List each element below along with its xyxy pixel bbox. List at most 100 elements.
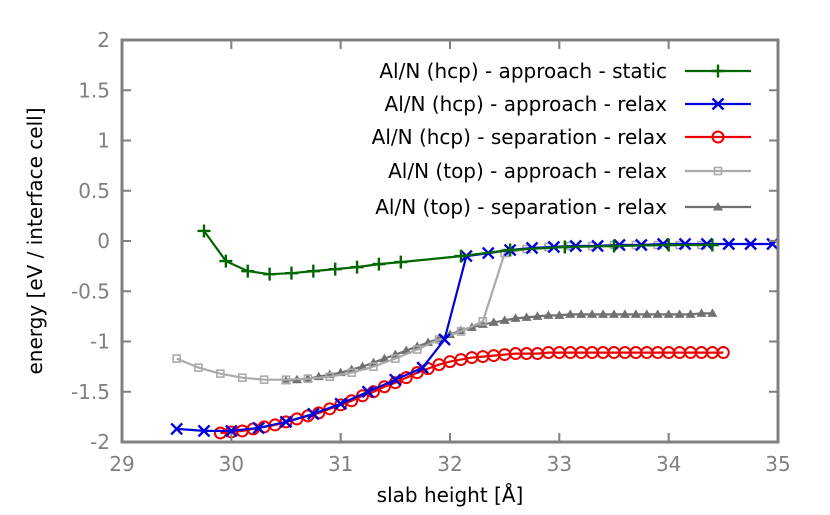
series-2: [213, 346, 730, 440]
data-point: [390, 349, 401, 359]
data-point: [707, 308, 718, 317]
data-point: [237, 373, 247, 382]
data-point: [477, 319, 488, 328]
data-point: [619, 309, 630, 318]
data-point: [328, 262, 342, 276]
series-4: [197, 224, 719, 281]
data-point: [361, 385, 375, 399]
x-tick-label: 33: [547, 452, 572, 476]
data-point: [662, 238, 676, 252]
data-point: [197, 224, 211, 238]
data-point: [565, 309, 576, 318]
data-point: [394, 255, 408, 269]
legend: Al/N (hcp) - approach - static Al/N (hcp)…: [372, 59, 751, 219]
legend-item: Al/N (hcp) - separation - relax: [372, 125, 751, 149]
data-point: [334, 397, 348, 411]
data-point: [306, 407, 320, 421]
y-tick-label: -2: [90, 430, 110, 454]
y-tick-label: 1: [97, 129, 110, 153]
y-tick-label: 0: [97, 229, 110, 253]
data-point: [241, 264, 255, 278]
x-tick-label: 29: [109, 452, 134, 476]
data-point: [252, 421, 266, 435]
data-point: [576, 309, 587, 318]
data-point: [705, 238, 719, 252]
data-point: [372, 257, 386, 271]
data-point: [554, 310, 565, 319]
x-tick-label: 30: [219, 452, 244, 476]
y-tick-label: 0.5: [78, 179, 110, 203]
legend-marker: [711, 64, 725, 78]
series-line: [176, 242, 773, 432]
data-point: [716, 346, 730, 360]
x-tick-label: 32: [437, 452, 462, 476]
legend-item: Al/N (hcp) - approach - relax: [385, 92, 751, 116]
series-3: [170, 237, 779, 438]
data-point: [216, 369, 225, 378]
data-point: [379, 353, 390, 363]
legend-label: Al/N (hcp) - approach - relax: [385, 92, 668, 116]
data-point: [416, 361, 430, 374]
data-point: [263, 267, 277, 281]
legend-label: Al/N (hcp) - separation - relax: [372, 125, 667, 149]
series-line: [220, 351, 724, 435]
data-point: [503, 243, 517, 257]
data-point: [598, 309, 609, 318]
x-tick-label: 34: [656, 452, 681, 476]
axis-ticks: 29 30 31 32 33 34 35 -2 -1.5 -1 -0.5 0 0.5 1 1.5 2: [71, 28, 791, 476]
legend-item: Al/N (top) - approach - relax: [388, 159, 751, 183]
data-point: [744, 237, 758, 251]
data-point: [284, 266, 298, 280]
data-point: [454, 249, 468, 263]
data-point: [641, 309, 652, 318]
data-point: [607, 239, 621, 253]
data-point: [412, 345, 422, 354]
legend-marker: [711, 97, 725, 111]
y-tick-label: -0.5: [71, 279, 110, 303]
series-line: [203, 230, 713, 276]
series-line: [285, 312, 713, 382]
y-tick-label: 1.5: [78, 78, 110, 102]
data-point: [170, 422, 184, 436]
data-point: [521, 312, 532, 321]
data-point: [194, 363, 203, 372]
x-axis-label: slab height [Å]: [377, 483, 524, 507]
x-tick-label: 31: [328, 452, 353, 476]
plot-marks: [170, 224, 779, 440]
data-point: [587, 309, 598, 318]
data-point: [325, 372, 335, 381]
data-point: [347, 368, 356, 377]
data-point: [306, 264, 320, 278]
data-point: [609, 309, 619, 318]
data-point: [388, 373, 402, 387]
data-point: [438, 333, 451, 346]
y-tick-label: -1: [90, 330, 110, 354]
legend-label: Al/N (hcp) - approach - static: [379, 59, 667, 83]
x-tick-label: 35: [765, 452, 790, 476]
data-point: [172, 354, 181, 363]
data-point: [434, 335, 444, 344]
data-point: [391, 354, 400, 363]
legend-item: Al/N (top) - separation - relax: [375, 195, 751, 219]
legend-marker: [713, 166, 723, 176]
data-point: [350, 260, 364, 274]
data-point: [663, 309, 674, 318]
data-point: [722, 237, 736, 251]
data-point: [685, 309, 696, 318]
data-point: [259, 375, 269, 384]
data-point: [510, 313, 521, 322]
data-point: [197, 424, 211, 438]
data-point: [478, 317, 488, 326]
y-axis-label: energy [eV / interface cell]: [23, 107, 47, 374]
data-point: [543, 310, 554, 319]
legend-marker: [713, 202, 723, 211]
data-point: [499, 315, 510, 324]
data-point: [303, 374, 313, 383]
y-tick-label: 2: [97, 28, 110, 52]
data-point: [369, 362, 378, 371]
legend-label: Al/N (top) - separation - relax: [375, 195, 667, 219]
data-point: [532, 311, 543, 320]
data-point: [696, 308, 707, 317]
data-point: [456, 327, 466, 336]
